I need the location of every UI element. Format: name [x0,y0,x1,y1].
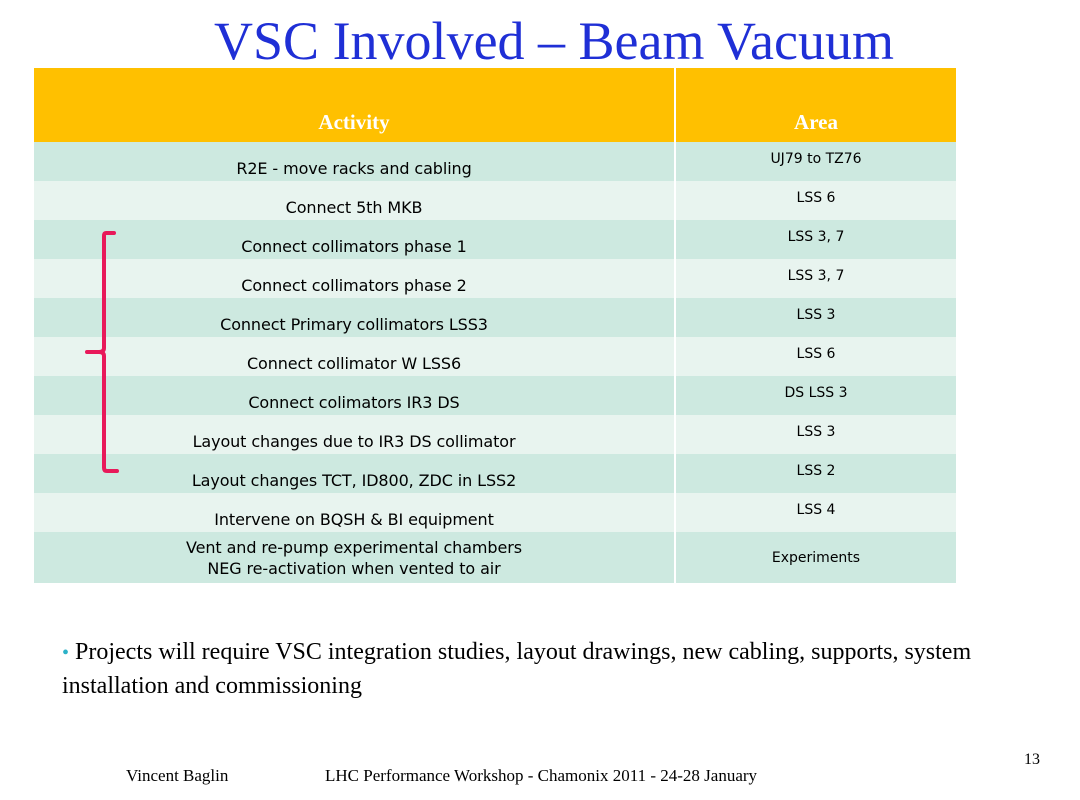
table-header: Activity Area [34,68,956,142]
area-cell: Experiments [771,549,861,566]
bullet-point: • Projects will require VSC integration s… [62,636,1052,703]
grouping-brace [85,231,119,473]
activity-cell: R2E - move racks and cabling [34,142,676,181]
table-row: Connect collimators phase 1 LSS 3, 7 [34,220,956,259]
table-row: Connect collimators phase 2 LSS 3, 7 [34,259,956,298]
table-row: Connect 5th MKB LSS 6 [34,181,956,220]
activity-cell: Layout changes due to IR3 DS collimator [34,415,676,454]
slide-title: VSC Involved – Beam Vacuum [214,11,894,71]
area-cell: LSS 6 [796,345,836,362]
footer-event: LHC Performance Workshop - Chamonix 2011… [325,766,758,785]
activity-cell: Connect Primary collimators LSS3 [34,298,676,337]
footer-author: Vincent Baglin [126,766,229,785]
activity-cell: Layout changes TCT, ID800, ZDC in LSS2 [34,454,676,493]
table-row: Vent and re-pump experimental chambers N… [34,532,956,583]
table-row: Layout changes due to IR3 DS collimator … [34,415,956,454]
area-cell: DS LSS 3 [784,384,848,401]
header-area: Area [794,110,838,134]
bullet-dot-icon: • [62,642,70,664]
area-cell: LSS 3, 7 [787,267,845,284]
activity-cell: Connect collimators phase 2 [34,259,676,298]
activity-cell: Connect 5th MKB [34,181,676,220]
table-row: Connect collimator W LSS6 LSS 6 [34,337,956,376]
bullet-text: Projects will require VSC integration st… [62,639,972,699]
area-cell: LSS 3 [796,306,836,323]
activity-cell: Vent and re-pump experimental chambers N… [34,532,676,583]
area-cell: LSS 6 [796,189,836,206]
activity-cell: Connect collimator W LSS6 [34,337,676,376]
area-cell: LSS 3, 7 [787,228,845,245]
area-cell: LSS 3 [796,423,836,440]
activity-line: Vent and re-pump experimental chambers [186,537,522,557]
table-row: Intervene on BQSH & BI equipment LSS 4 [34,493,956,532]
table-row: Connect colimators IR3 DS DS LSS 3 [34,376,956,415]
area-cell: LSS 2 [796,462,836,479]
area-cell: UJ79 to TZ76 [770,150,862,167]
area-cell: LSS 4 [796,501,836,518]
activity-table: Activity Area R2E - move racks and cabli… [34,68,956,583]
page-number: 13 [1024,751,1040,768]
activity-line: NEG re-activation when vented to air [207,558,501,578]
table-row: R2E - move racks and cabling UJ79 to TZ7… [34,142,956,181]
activity-cell: Intervene on BQSH & BI equipment [34,493,676,532]
header-activity: Activity [34,68,676,142]
table-row: Layout changes TCT, ID800, ZDC in LSS2 L… [34,454,956,493]
activity-cell: Connect collimators phase 1 [34,220,676,259]
table-row: Connect Primary collimators LSS3 LSS 3 [34,298,956,337]
activity-cell: Connect colimators IR3 DS [34,376,676,415]
